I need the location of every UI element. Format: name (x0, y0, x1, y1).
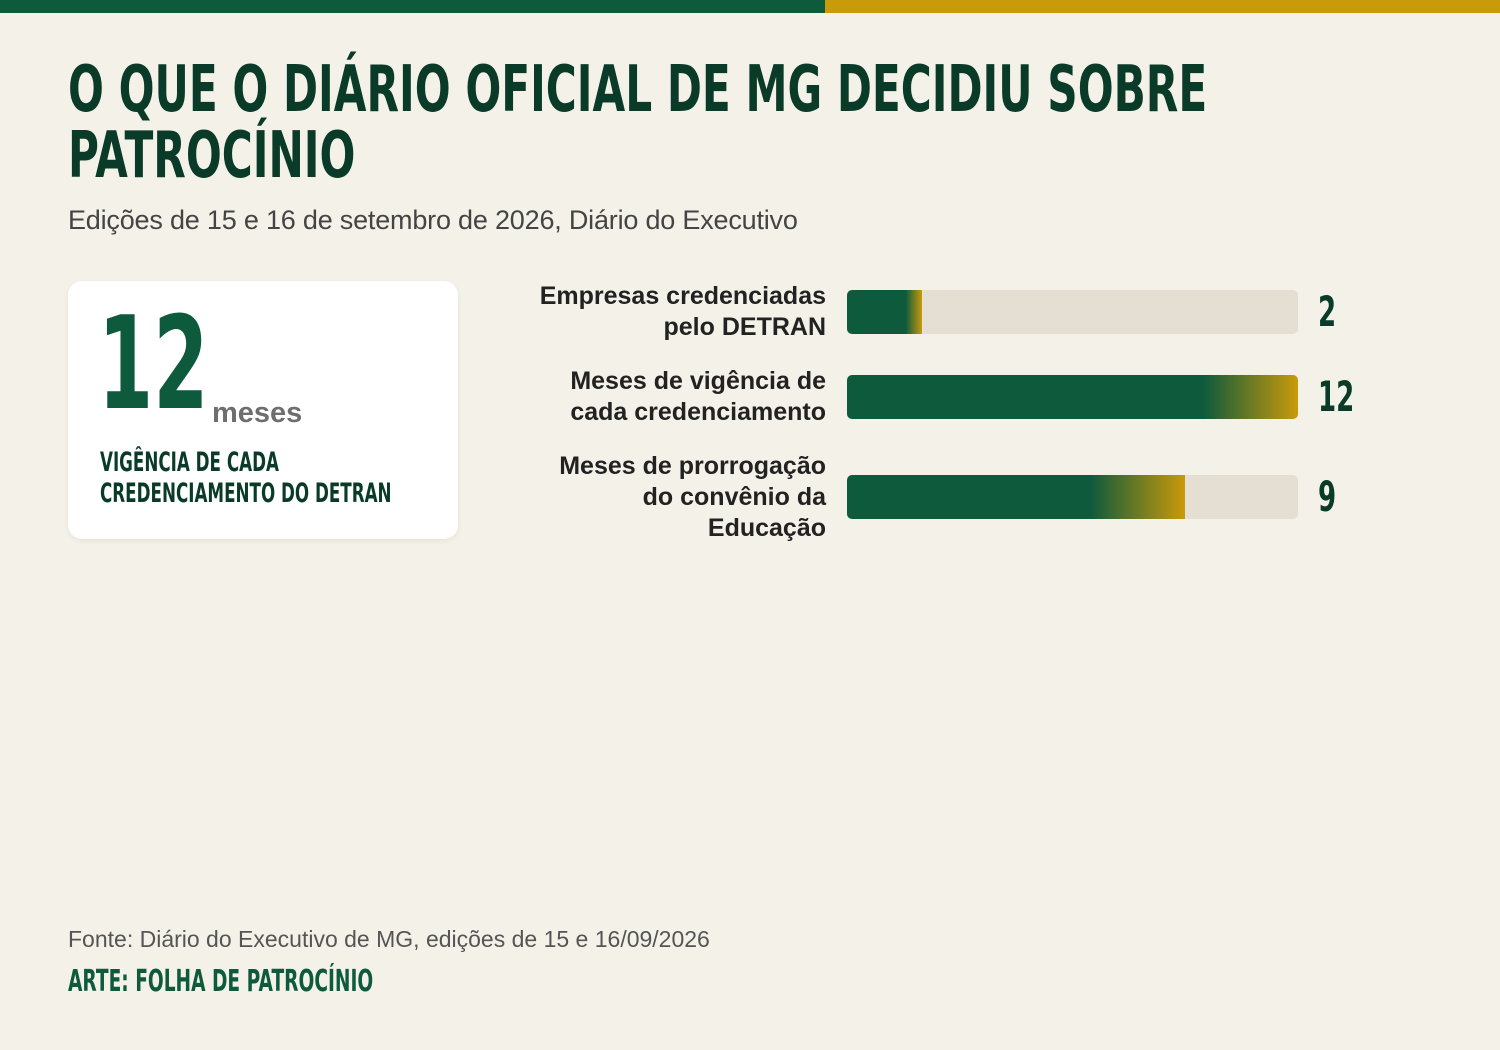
bar-value-1: 2 (1318, 287, 1337, 336)
bar-label-2-line-1: Meses de vigência de (570, 367, 826, 395)
top-accent-bar (0, 0, 1500, 13)
bar-label-2-line-2: cada credenciamento (570, 398, 826, 426)
highlight-stat-label: VIGÊNCIA DE CADA CREDENCIAMENTO DO DETRA… (100, 447, 392, 509)
bar-track-1 (847, 290, 1298, 334)
art-credit: ARTE: FOLHA DE PATROCÍNIO (68, 964, 374, 999)
page-subtitle: Edições de 15 e 16 de setembro de 2026, … (68, 205, 798, 235)
bar-label-3-line-3: Educação (707, 514, 826, 542)
bar-2 (847, 375, 1298, 419)
bar-label-1: Empresas credenciadas pelo DETRAN (486, 281, 826, 343)
highlight-stat-value: 12 (98, 290, 209, 439)
bar-label-2: Meses de vigência de cada credenciamento (486, 366, 826, 428)
bar-label-1-line-2: pelo DETRAN (663, 313, 827, 341)
page-title-line-1: O QUE O DIÁRIO OFICIAL DE MG DECIDIU SOB… (68, 53, 1208, 127)
bar-1 (847, 290, 922, 334)
highlight-stat-label-line-1: VIGÊNCIA DE CADA (100, 447, 279, 478)
bar-value-2: 12 (1318, 372, 1355, 421)
top-accent-gold (825, 0, 1500, 13)
highlight-stat-label-line-2: CREDENCIAMENTO DO DETRAN (100, 478, 392, 509)
bar-label-3: Meses de prorrogação do convênio da Educaç… (486, 451, 826, 544)
bar-label-3-line-1: Meses de prorrogação (559, 452, 826, 480)
bar-track-3 (847, 475, 1298, 519)
bar-label-3-line-2: do convênio da (642, 483, 826, 511)
bar-label-1-line-1: Empresas credenciadas (539, 282, 826, 310)
page-title: O QUE O DIÁRIO OFICIAL DE MG DECIDIU SOB… (68, 58, 1368, 188)
bar-track-2 (847, 375, 1298, 419)
bar-3 (847, 475, 1185, 519)
top-accent-green (0, 0, 825, 13)
page-title-line-2: PATROCÍNIO (68, 119, 356, 193)
highlight-stat-card: 12 meses VIGÊNCIA DE CADA CREDENCIAMENTO… (68, 281, 458, 539)
source-note: Fonte: Diário do Executivo de MG, ediçõe… (68, 926, 710, 952)
highlight-stat-unit: meses (212, 397, 303, 429)
bar-value-3: 9 (1318, 472, 1337, 521)
